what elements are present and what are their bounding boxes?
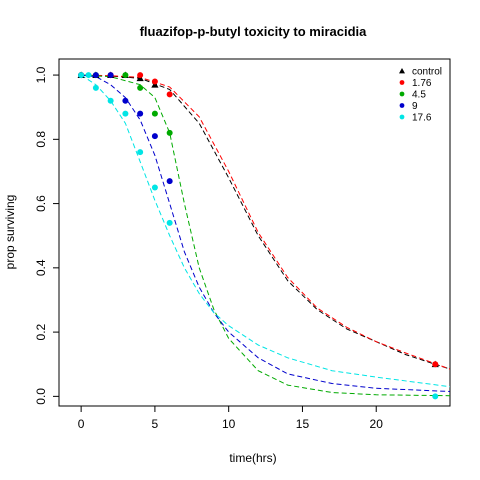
data-point-17-6 xyxy=(107,97,114,104)
x-tick-label: 15 xyxy=(296,417,310,431)
y-tick-label: 0.0 xyxy=(34,388,48,405)
legend-label: 17.6 xyxy=(412,113,432,124)
data-point-17-6 xyxy=(137,149,144,156)
data-point-9 xyxy=(122,97,129,104)
y-tick-label: 0.8 xyxy=(34,131,48,148)
legend-label: 1.76 xyxy=(412,78,432,89)
data-point-4-5 xyxy=(166,129,173,136)
legend-marker xyxy=(399,68,405,74)
data-point-4-5 xyxy=(122,72,129,79)
data-point-17-6 xyxy=(151,184,158,191)
legend-marker xyxy=(399,103,405,108)
x-axis-label: time(hrs) xyxy=(229,451,276,465)
y-tick-label: 0.6 xyxy=(34,195,48,212)
fit-curve-1-76 xyxy=(81,74,450,370)
data-point-1-76 xyxy=(166,91,173,98)
legend-marker xyxy=(399,114,405,120)
x-tick-label: 10 xyxy=(222,417,236,431)
legend-label: 9 xyxy=(412,101,418,112)
chart-title: fluazifop-p-butyl toxicity to miracidia xyxy=(140,24,368,39)
y-axis: 0.0 0.2 0.4 0.6 0.8 1.0 xyxy=(34,66,60,405)
legend-marker xyxy=(399,91,405,97)
data-point-1-76 xyxy=(137,72,144,79)
x-tick-label: 5 xyxy=(152,417,159,431)
data-point-9 xyxy=(107,72,114,79)
data-point-9 xyxy=(166,178,173,185)
fit-curve-control xyxy=(81,74,450,370)
data-point-17-6 xyxy=(166,219,173,226)
data-point-9 xyxy=(151,133,158,140)
fit-curve-17-6 xyxy=(80,74,450,388)
y-axis-label: prop surviving xyxy=(3,195,17,270)
legend-label: control xyxy=(412,67,442,78)
fit-curve-4-5 xyxy=(81,74,450,397)
data-point-4-5 xyxy=(151,110,158,117)
y-tick-label: 1.0 xyxy=(34,66,48,83)
data-point-9 xyxy=(92,72,99,79)
fit-curves xyxy=(80,74,450,397)
x-axis: 0 5 10 15 20 xyxy=(78,405,384,431)
data-point-17-6 xyxy=(78,72,85,79)
y-tick-label: 0.2 xyxy=(34,323,48,340)
x-tick-label: 20 xyxy=(370,417,384,431)
legend-marker xyxy=(399,80,405,85)
x-tick-label: 0 xyxy=(78,417,85,431)
data-point-1-76 xyxy=(151,78,158,85)
y-tick-label: 0.4 xyxy=(34,259,48,276)
data-point-17-6 xyxy=(92,84,99,91)
fit-curve-9 xyxy=(81,74,450,392)
data-point-1-76 xyxy=(432,361,439,368)
data-point-17-6 xyxy=(85,72,92,79)
data-point-17-6 xyxy=(122,110,129,117)
legend-label: 4.5 xyxy=(412,90,426,101)
data-point-9 xyxy=(137,110,144,117)
data-point-17-6 xyxy=(432,393,439,400)
data-points xyxy=(77,71,439,400)
data-point-4-5 xyxy=(137,84,144,91)
